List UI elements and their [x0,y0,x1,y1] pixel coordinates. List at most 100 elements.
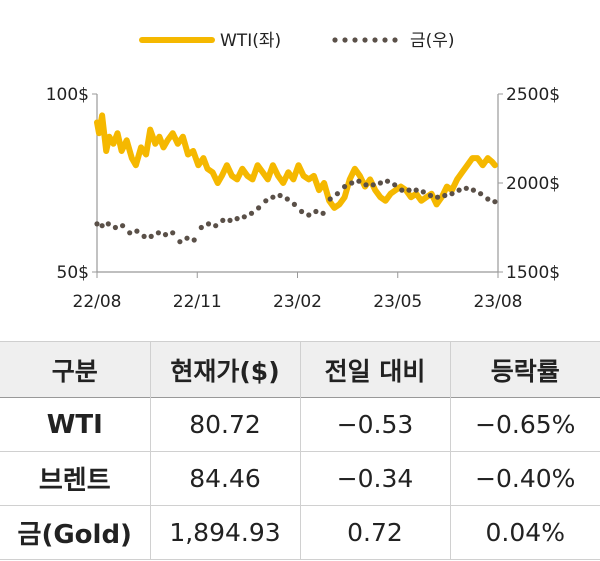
series-point-gold [177,239,183,245]
series-point-gold [234,216,240,222]
series-point-gold [127,230,133,236]
row-change: −0.34 [299,451,450,506]
row-price: 80.72 [149,397,300,452]
series-point-gold [435,194,441,200]
header-category: 구분 [51,356,98,386]
series-point-gold [313,208,319,215]
table-header-row: 구분 현재가($) 전일 대비 등락률 [0,341,600,398]
series-point-gold [120,223,126,229]
series-point-gold [205,221,212,227]
legend-swatch-gold [332,37,338,43]
series-point-gold [105,221,111,227]
series-point-gold [306,212,312,218]
row-price: 84.46 [149,451,300,506]
legend: WTI(좌) 금(우) [139,31,455,51]
legend-label-gold: 금(우) [410,31,455,51]
y-right-tick-label: 2000$ [506,174,560,194]
series-point-gold [349,180,355,186]
table-row: WTI 80.72 −0.53 −0.65% [0,397,600,452]
legend-swatch-gold [372,37,378,43]
series-point-gold [377,180,383,186]
series-point-gold [162,232,169,238]
series-point-gold [485,196,491,202]
row-name: 금(Gold) [17,520,132,550]
series-point-gold [184,235,190,241]
series-point-gold [370,182,376,188]
x-tick-label: 23/08 [474,292,523,312]
series-point-gold [399,187,405,193]
series-point-gold [227,217,233,223]
chart-canvas: WTI(좌) 금(우) 100$ 50$ 2500$ 2000$ 1500$ 22/08 22… [46,31,560,312]
series-point-gold [427,192,434,199]
y-right-tick-label: 2500$ [506,85,560,105]
axes: 100$ 50$ 2500$ 2000$ 1500$ 22/08 22/11 23/02 23/… [46,85,560,312]
series-point-gold [148,233,154,239]
series-point-gold [420,189,426,195]
series-line-wti [94,112,498,211]
series-point-gold [392,182,398,188]
price-table-grid: 구분 현재가($) 전일 대비 등락률 WTI 80.72 −0.53 −0.6… [0,341,600,560]
y-left-tick-label: 50$ [57,263,89,283]
series-point-gold [256,205,262,211]
series-point-gold [291,201,297,207]
series-point-gold [112,224,118,231]
legend-swatch-gold [392,37,398,43]
series-point-gold [94,221,100,227]
series-point-gold [406,187,412,193]
series-point-gold [356,178,362,184]
price-chart: WTI(좌) 금(우) 100$ 50$ 2500$ 2000$ 1500$ 22/08 22… [46,31,560,312]
series-point-gold [248,210,255,216]
x-tick-label: 22/08 [73,292,122,312]
series-point-gold [442,192,448,199]
series-point-gold [363,182,369,188]
series-point-gold [213,223,219,229]
price-table: 구분 현재가($) 전일 대비 등락률 WTI 80.72 −0.53 −0.6… [0,341,600,560]
header-rate: 등락률 [449,341,600,398]
series-point-gold [470,187,476,193]
row-rate: −0.65% [449,397,600,452]
series-point-gold [284,196,290,202]
legend-label-wti: WTI(좌) [220,31,281,51]
row-name: 브렌트 [38,466,111,496]
y-left-tick-label: 100$ [46,85,89,105]
series-point-gold [456,187,462,193]
series-point-gold [277,192,283,199]
table-row: 금(Gold) 1,894.93 0.72 0.04% [0,505,600,560]
series-point-gold [198,224,204,231]
series-point-gold [170,230,176,236]
series-point-gold [413,187,419,193]
series-point-gold [155,230,161,236]
series-point-gold [263,198,269,204]
series-point-gold [492,199,498,205]
series-point-gold [320,210,326,216]
header-change: 전일 대비 [299,341,450,398]
header-price: 현재가($) [149,341,300,398]
series-point-gold [342,184,348,190]
series-point-gold [220,217,226,223]
table-row: 브렌트 84.46 −0.34 −0.40% [0,451,600,506]
series-point-gold [334,191,340,197]
y-right-tick-label: 1500$ [506,263,560,283]
series-point-gold [241,214,247,220]
series-point-gold [299,208,305,215]
series-point-gold [141,233,147,239]
legend-swatch-gold [342,37,348,43]
series-point-gold [270,194,276,200]
series-point-gold [191,237,197,243]
series-point-gold [449,191,455,197]
row-change: 0.72 [299,505,450,560]
series-point-gold [463,185,469,191]
series-point-gold [99,223,105,229]
series-point-gold [384,178,391,184]
row-price: 1,894.93 [149,505,300,560]
legend-swatch-gold [382,37,388,43]
legend-swatch-gold [352,37,358,43]
legend-swatch-gold [362,37,368,43]
series-point-gold [327,196,333,202]
x-tick-label: 22/11 [173,292,222,312]
plot-area [94,112,498,245]
x-tick-label: 23/05 [373,292,422,312]
x-tick-label: 23/02 [273,292,322,312]
series-point-gold [134,228,140,234]
row-rate: 0.04% [449,505,600,560]
